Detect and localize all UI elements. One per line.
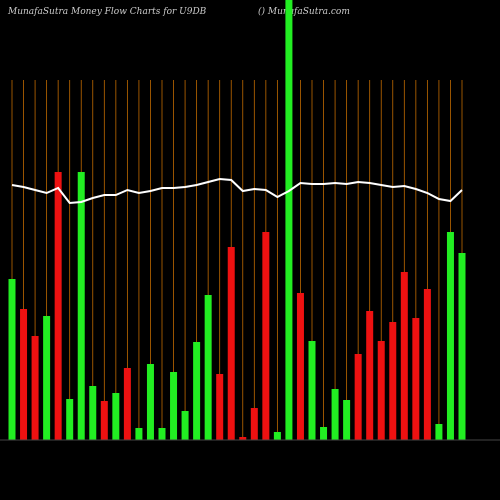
- bar: [8, 279, 16, 440]
- bar: [273, 432, 281, 440]
- bar: [331, 389, 339, 440]
- bar: [77, 172, 85, 440]
- bar: [400, 272, 408, 440]
- bar: [389, 322, 397, 440]
- bar: [262, 232, 270, 440]
- bar: [112, 393, 120, 440]
- bar: [146, 364, 154, 440]
- bar: [446, 232, 454, 440]
- money-flow-line: [11, 177, 463, 205]
- bar: [204, 295, 212, 440]
- bar: [66, 399, 74, 440]
- bar: [216, 374, 224, 440]
- bar: [320, 427, 328, 440]
- bar: [285, 0, 293, 440]
- bar: [170, 372, 178, 440]
- bar: [54, 172, 62, 440]
- bar: [100, 401, 108, 440]
- bar: [296, 293, 304, 440]
- bar: [31, 336, 39, 440]
- bar: [239, 437, 247, 440]
- bar: [435, 424, 443, 440]
- bar: [343, 400, 351, 440]
- bar: [423, 289, 431, 440]
- bar: [354, 354, 362, 440]
- bar: [158, 428, 166, 440]
- bar: [412, 318, 420, 440]
- chart-subtitle: () MunafaSutra.com: [258, 6, 350, 17]
- bar: [377, 341, 385, 440]
- bar: [135, 428, 143, 440]
- bar: [123, 368, 131, 440]
- bar: [193, 342, 201, 440]
- bar: [308, 341, 316, 440]
- bar: [227, 247, 235, 440]
- bar: [89, 386, 97, 440]
- chart-title: MunafaSutra Money Flow Charts for U9DB: [7, 7, 207, 17]
- bar: [43, 316, 51, 440]
- bar: [250, 408, 258, 440]
- bar: [366, 311, 374, 440]
- bar: [20, 309, 28, 440]
- bar: [181, 411, 189, 440]
- bar: [458, 253, 466, 440]
